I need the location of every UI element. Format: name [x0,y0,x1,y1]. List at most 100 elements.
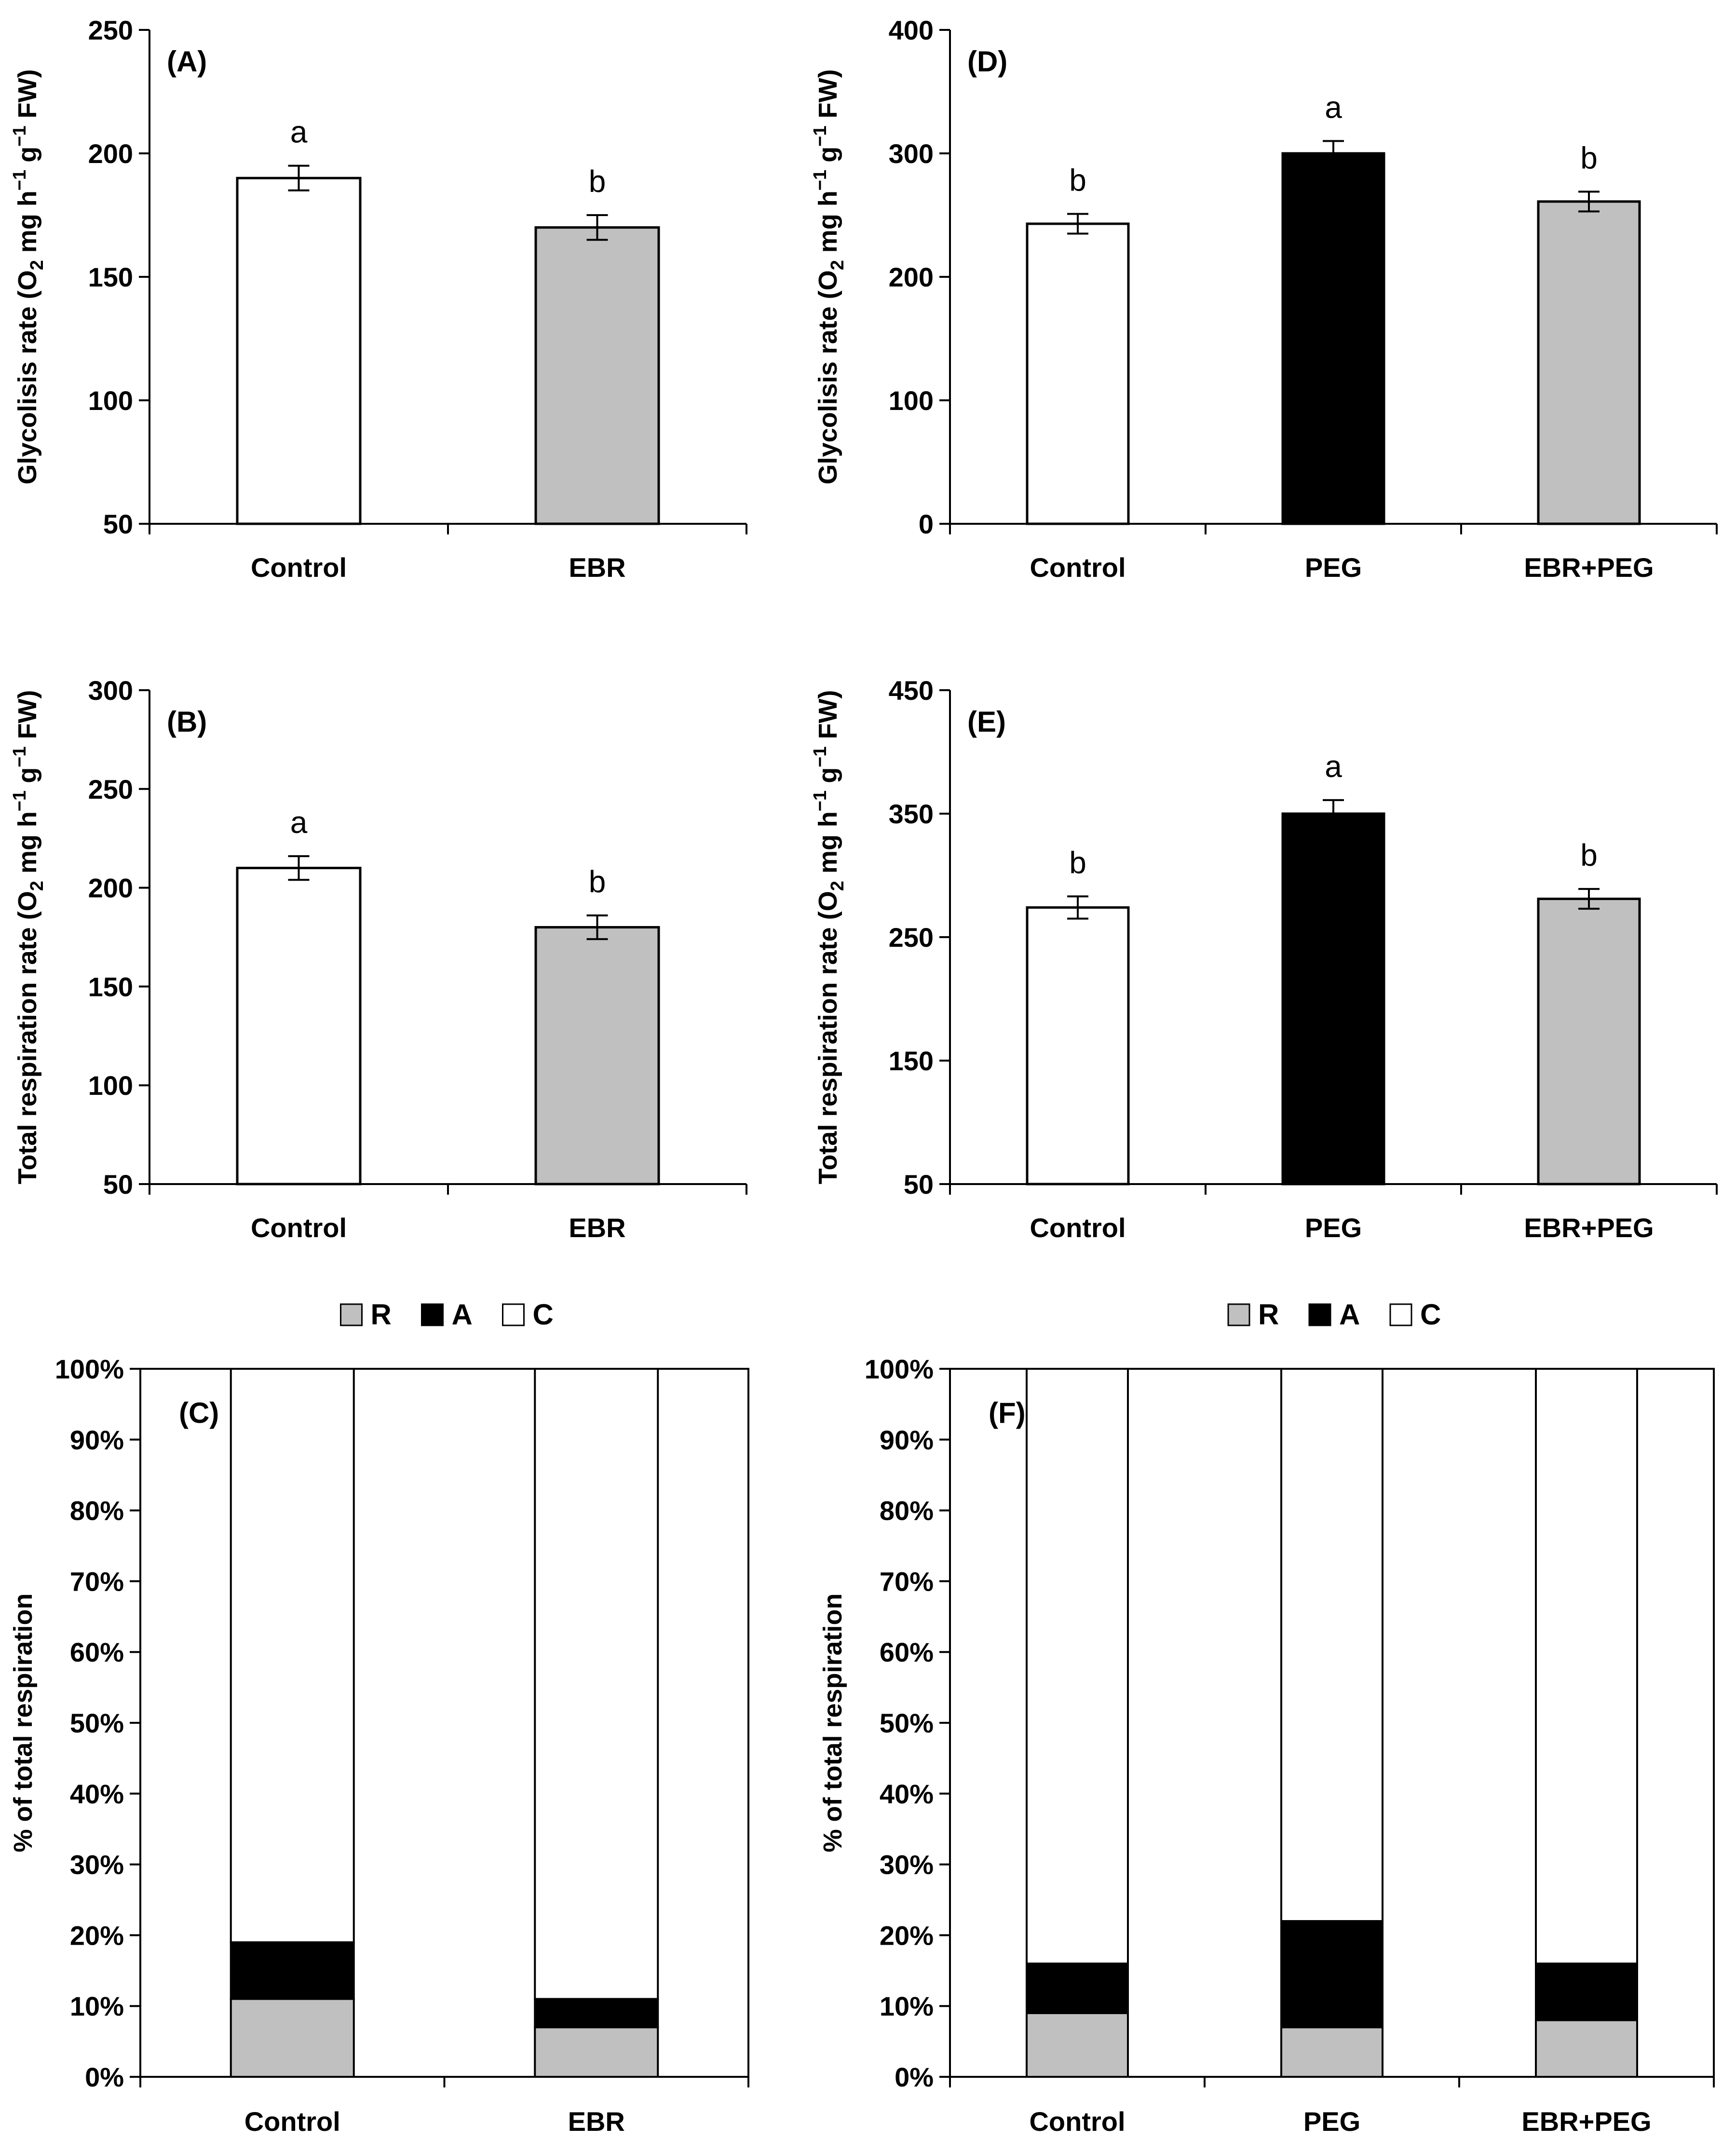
y-tick-label: 40% [70,1779,124,1809]
x-tick-label: EBR [568,2106,625,2137]
significance-letter: b [589,864,606,899]
y-tick-label: 80% [70,1496,124,1526]
legend-label-a: A [1339,1298,1360,1331]
y-tick-label: 10% [70,1991,124,2021]
y-tick-label: 250 [889,922,934,953]
bar-r-control [1026,2012,1129,2078]
y-tick-label: 100% [55,1354,124,1384]
y-tick-label: 50 [103,509,133,539]
legend-label-a: A [452,1298,473,1331]
y-tick-label: 50% [70,1708,124,1738]
bar-r-ebr [534,2026,659,2078]
x-tick-label: EBR+PEG [1524,1213,1654,1243]
bar-ebr-peg [1537,898,1641,1186]
y-tick-label: 400 [889,15,934,45]
legend-swatch-c [502,1303,525,1326]
legend-label-c: C [533,1298,554,1331]
panel-d: 0 100 200 300 400 Control PEG EBR+PEG b a b (D) Glyc… [810,15,1718,583]
y-tick-label: 30% [880,1850,934,1880]
y-tick-label: 70% [70,1566,124,1596]
y-tick-label: 20% [880,1920,934,1950]
y-tick-label: 0 [919,509,934,539]
panel-e: 50 150 250 350 450 Control PEG EBR+PEG b a b (E) Tot… [810,675,1718,1243]
y-tick-label: 80% [880,1496,934,1526]
bar-ebr [534,226,660,525]
y-tick-label: 450 [889,675,934,706]
y-tick-label: 30% [70,1850,124,1880]
significance-letter: b [589,164,606,199]
y-axis-label: % of total respiration [9,1593,38,1852]
legend-label-r: R [1258,1298,1279,1331]
y-axis-label: Total respiration rate (O2 mg h−1 g−1 FW… [10,690,47,1185]
y-tick-label: 0% [85,2062,124,2092]
y-tick-label: 300 [889,138,934,169]
y-tick-label: 60% [70,1637,124,1667]
bar-ebr [534,926,660,1186]
panel-label: (B) [167,706,207,738]
bar-a-control [1026,1963,1129,2014]
significance-letter: b [1580,140,1598,175]
bar-c-ebr-peg [1535,1368,1638,1965]
legend-swatch-r [1227,1303,1250,1326]
panel-f: 0% 10% 20% 30% 40% 50% 60% 70% 80% 90% 100% Control… [818,1298,1715,2137]
y-tick-label: 150 [88,971,133,1002]
y-axis-label: Glycolisis rate (O2 mg h−1 g−1 FW) [10,69,47,485]
bar-c-control [1026,1368,1129,1965]
x-tick-label: PEG [1303,2106,1360,2137]
legend-swatch-a [1308,1303,1331,1326]
panel-label: (F) [989,1397,1026,1429]
x-tick-label: Control [251,552,347,583]
significance-letter: a [1325,90,1342,124]
y-tick-label: 60% [880,1637,934,1667]
y-tick-label: 250 [88,15,133,45]
y-tick-label: 300 [88,675,133,706]
panel-label: (E) [967,706,1006,738]
bar-peg [1281,152,1385,525]
legend-label-r: R [371,1298,392,1331]
bar-control [236,867,362,1186]
significance-letter: b [1069,845,1086,880]
panel-label: (D) [967,45,1007,78]
y-tick-label: 200 [889,262,934,292]
x-tick-label: Control [1029,2106,1125,2137]
bar-c-control [230,1368,355,1944]
x-tick-label: Control [1030,1213,1126,1243]
y-tick-label: 150 [88,262,133,292]
y-tick-label: 20% [70,1920,124,1950]
bar-a-ebr [534,1998,659,2029]
panel-b: 50 100 150 200 250 300 Control EBR a b (B) Total re… [10,675,747,1243]
y-tick-label: 100 [88,385,133,416]
y-tick-label: 200 [88,873,133,903]
x-tick-label: Control [244,2106,340,2137]
panel-a: 50 100 150 200 250 Control EBR a b (A) Glycolisis … [10,15,747,583]
bar-ebr-peg [1537,200,1641,525]
significance-letter: a [1325,749,1342,784]
bar-r-peg [1280,2026,1383,2078]
bar-peg [1281,812,1385,1186]
y-tick-label: 40% [880,1779,934,1809]
y-tick-label: 100 [88,1070,133,1101]
y-tick-label: 10% [880,1991,934,2021]
x-tick-label: PEG [1305,1213,1362,1243]
y-tick-label: 250 [88,774,133,804]
bar-control [236,177,362,525]
significance-letter: b [1580,838,1598,873]
panel-c: 0% 10% 20% 30% 40% 50% 60% 70% 80% 90% 100% Control… [9,1298,749,2137]
significance-letter: b [1069,163,1086,197]
legend-swatch-c [1389,1303,1412,1326]
x-tick-label: EBR [569,552,625,583]
x-tick-label: Control [1030,552,1126,583]
legend-swatch-r [340,1303,363,1326]
y-tick-label: 100% [865,1354,934,1384]
x-tick-label: EBR+PEG [1521,2106,1651,2137]
y-axis-label: % of total respiration [818,1593,847,1852]
y-tick-label: 200 [88,138,133,169]
y-tick-label: 90% [70,1425,124,1455]
bar-control [1026,222,1130,525]
x-tick-label: EBR+PEG [1524,552,1654,583]
bar-a-peg [1280,1920,1383,2029]
y-tick-label: 150 [889,1046,934,1076]
